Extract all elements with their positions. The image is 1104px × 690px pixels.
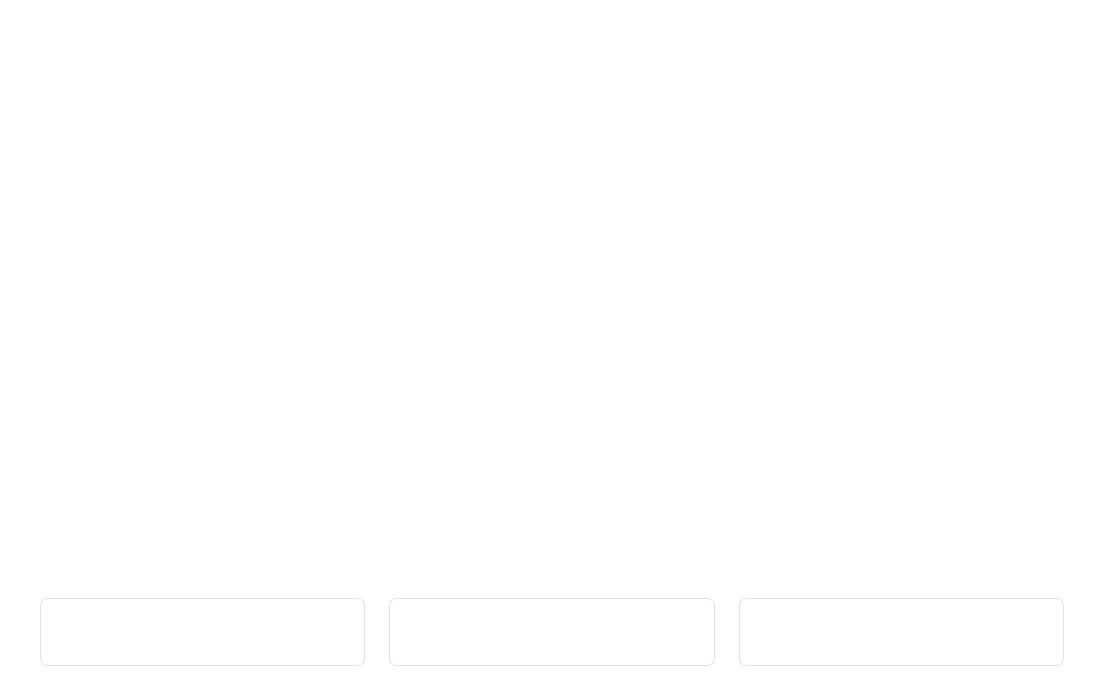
cost-gauge-chart [0,0,1104,690]
legend-min-dot [196,620,204,628]
legend-min [40,598,365,666]
legend-min-label [41,615,364,637]
legend-avg-dot [545,620,553,628]
legend-avg [389,598,714,666]
legend-row [40,598,1064,666]
legend-max [739,598,1064,666]
gauge-area [0,0,1104,560]
gauge-svg [0,0,1104,560]
legend-avg-label [390,615,713,637]
legend-max-label [740,615,1063,637]
legend-max-dot [894,620,902,628]
